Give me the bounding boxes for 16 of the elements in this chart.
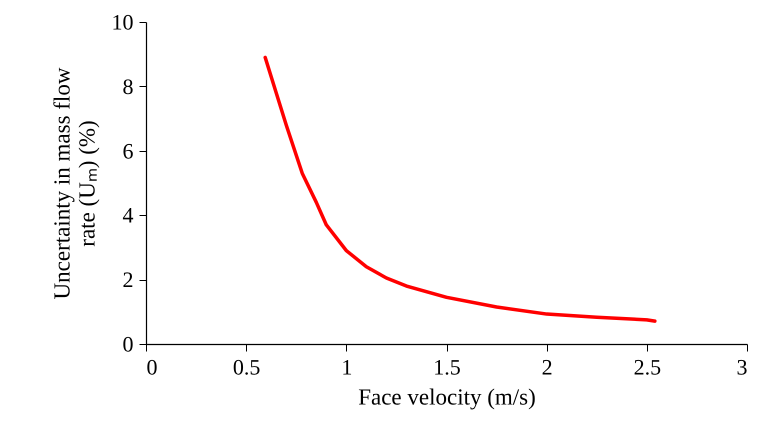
line-series (263, 56, 657, 323)
x-axis-title: Face velocity (m/s) (358, 384, 536, 410)
y-tick-label: 0 (122, 332, 134, 356)
x-tick-label: 2.5 (634, 354, 662, 380)
y-axis-title: Uncertainty in mass flow rate (Uₘ) (%) (50, 67, 100, 300)
y-tick-label: 8 (122, 74, 134, 99)
x-tick-label: 0.5 (232, 354, 260, 380)
y-tick-label: 2 (122, 267, 134, 292)
y-tick-label: 4 (122, 202, 134, 228)
x-tick-label: 1 (341, 354, 352, 380)
y-tick-label: 6 (122, 138, 134, 164)
x-tick-label: 1.5 (433, 354, 461, 380)
x-tick-label: 3 (736, 354, 748, 380)
x-tick-label: 2 (542, 354, 553, 380)
y-tick-label: 10 (112, 10, 134, 34)
x-tick-label: 0 (146, 354, 158, 380)
